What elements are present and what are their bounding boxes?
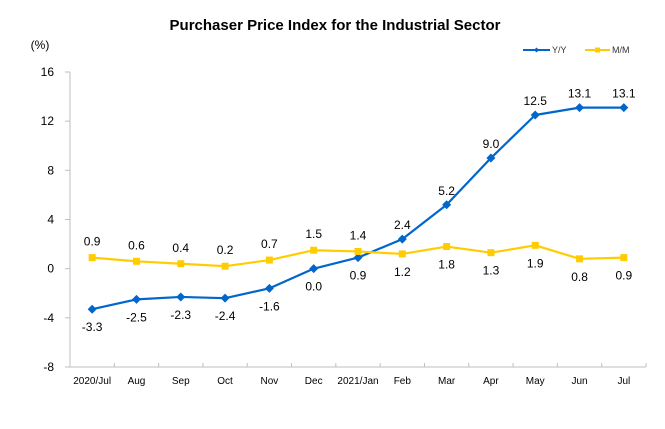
data-point-yy (353, 253, 363, 263)
data-label-yy: -2.4 (215, 309, 236, 323)
data-label-mm: 1.9 (527, 256, 544, 270)
x-tick-label: Feb (394, 376, 412, 387)
data-point-mm (487, 249, 495, 257)
data-label-yy: 13.1 (612, 87, 636, 101)
y-tick-label: 12 (41, 114, 55, 128)
x-tick-label: Jun (571, 376, 587, 387)
data-label-mm: 1.8 (438, 258, 455, 272)
data-label-yy: 0.0 (305, 280, 322, 294)
y-tick-label: 4 (47, 213, 54, 227)
data-point-yy (131, 294, 141, 304)
data-point-mm (132, 257, 140, 265)
data-point-mm (398, 250, 406, 258)
data-label-yy: 13.1 (568, 87, 592, 101)
legend-item-yy: Y/Y (523, 45, 567, 55)
data-label-mm: 0.2 (217, 243, 234, 257)
y-tick-label: -4 (43, 311, 54, 325)
data-label-yy: -3.3 (82, 320, 103, 334)
data-label-yy: 9.0 (483, 137, 500, 151)
data-label-mm: 0.6 (128, 238, 145, 252)
data-point-mm (88, 254, 96, 262)
data-point-mm (443, 243, 451, 251)
data-point-yy (87, 304, 97, 314)
data-point-mm (177, 260, 185, 268)
legend-label-mm: M/M (612, 45, 630, 55)
data-label-yy: -2.3 (170, 308, 191, 322)
data-point-yy (264, 283, 274, 293)
x-tick-label: Sep (172, 376, 190, 387)
y-tick-label: 8 (47, 163, 54, 177)
data-label-mm: 1.4 (350, 228, 367, 242)
data-label-mm: 0.8 (571, 270, 588, 284)
data-point-yy (575, 103, 585, 113)
data-label-mm: 1.2 (394, 265, 411, 279)
legend: Y/Y M/M (523, 45, 630, 55)
data-label-yy: 2.4 (394, 218, 411, 232)
data-point-yy (486, 153, 496, 163)
data-label-mm: 0.9 (84, 235, 101, 249)
x-tick-label: Nov (260, 376, 278, 387)
data-point-yy (220, 293, 230, 303)
data-label-mm: 0.4 (172, 241, 189, 255)
x-tick-label: Mar (438, 376, 456, 387)
data-labels-layer: -3.3 -2.5 -2.3 -2.4 -1.6 0.0 0.9 2.4 5.2 9.0 12.5 1… (82, 87, 636, 335)
y-tick-label: 0 (47, 262, 54, 276)
data-label-mm: 1.3 (483, 264, 500, 278)
data-label-mm: 0.9 (616, 269, 633, 283)
x-tick-label: Dec (305, 376, 323, 387)
series-layer (87, 103, 629, 314)
x-tick-label: May (526, 376, 545, 387)
x-tick-label: Aug (128, 376, 146, 387)
y-axis-unit-label: (%) (31, 38, 50, 52)
data-label-mm: 0.7 (261, 237, 278, 251)
legend-marker-diamond (534, 47, 539, 53)
data-point-mm (310, 246, 318, 254)
data-point-yy (619, 103, 629, 113)
x-tick-label: Jul (617, 376, 630, 387)
data-label-mm: 1.5 (305, 227, 322, 241)
chart-title: Purchaser Price Index for the Industrial… (170, 17, 501, 34)
x-tick-label: 2020/Jul (73, 376, 111, 387)
data-point-yy (442, 200, 452, 210)
data-label-yy: -2.5 (126, 310, 147, 324)
data-point-mm (620, 254, 628, 262)
data-point-yy (530, 110, 540, 120)
data-point-mm (221, 262, 229, 270)
x-tick-label: Apr (483, 376, 499, 387)
data-point-yy (176, 292, 186, 302)
legend-marker-square (595, 47, 600, 53)
data-point-mm (265, 256, 273, 264)
y-tick-label: -8 (43, 360, 54, 374)
legend-item-mm: M/M (585, 45, 630, 55)
data-point-mm (531, 241, 539, 249)
data-label-yy: 12.5 (524, 94, 548, 108)
x-tick-label: Oct (217, 376, 233, 387)
data-point-mm (576, 255, 584, 263)
data-label-yy: 0.9 (350, 269, 367, 283)
data-point-mm (354, 247, 362, 255)
data-label-yy: -1.6 (259, 299, 280, 313)
y-tick-label: 16 (41, 65, 55, 79)
data-point-yy (309, 264, 319, 274)
x-tick-label: 2021/Jan (337, 376, 378, 387)
axes: 16 12 8 4 0 -4 -8 2020/Jul Aug Sep Oct Nov Dec 2021/J… (41, 65, 647, 387)
data-label-yy: 5.2 (438, 184, 455, 198)
data-point-yy (397, 234, 407, 244)
legend-label-yy: Y/Y (552, 45, 567, 55)
